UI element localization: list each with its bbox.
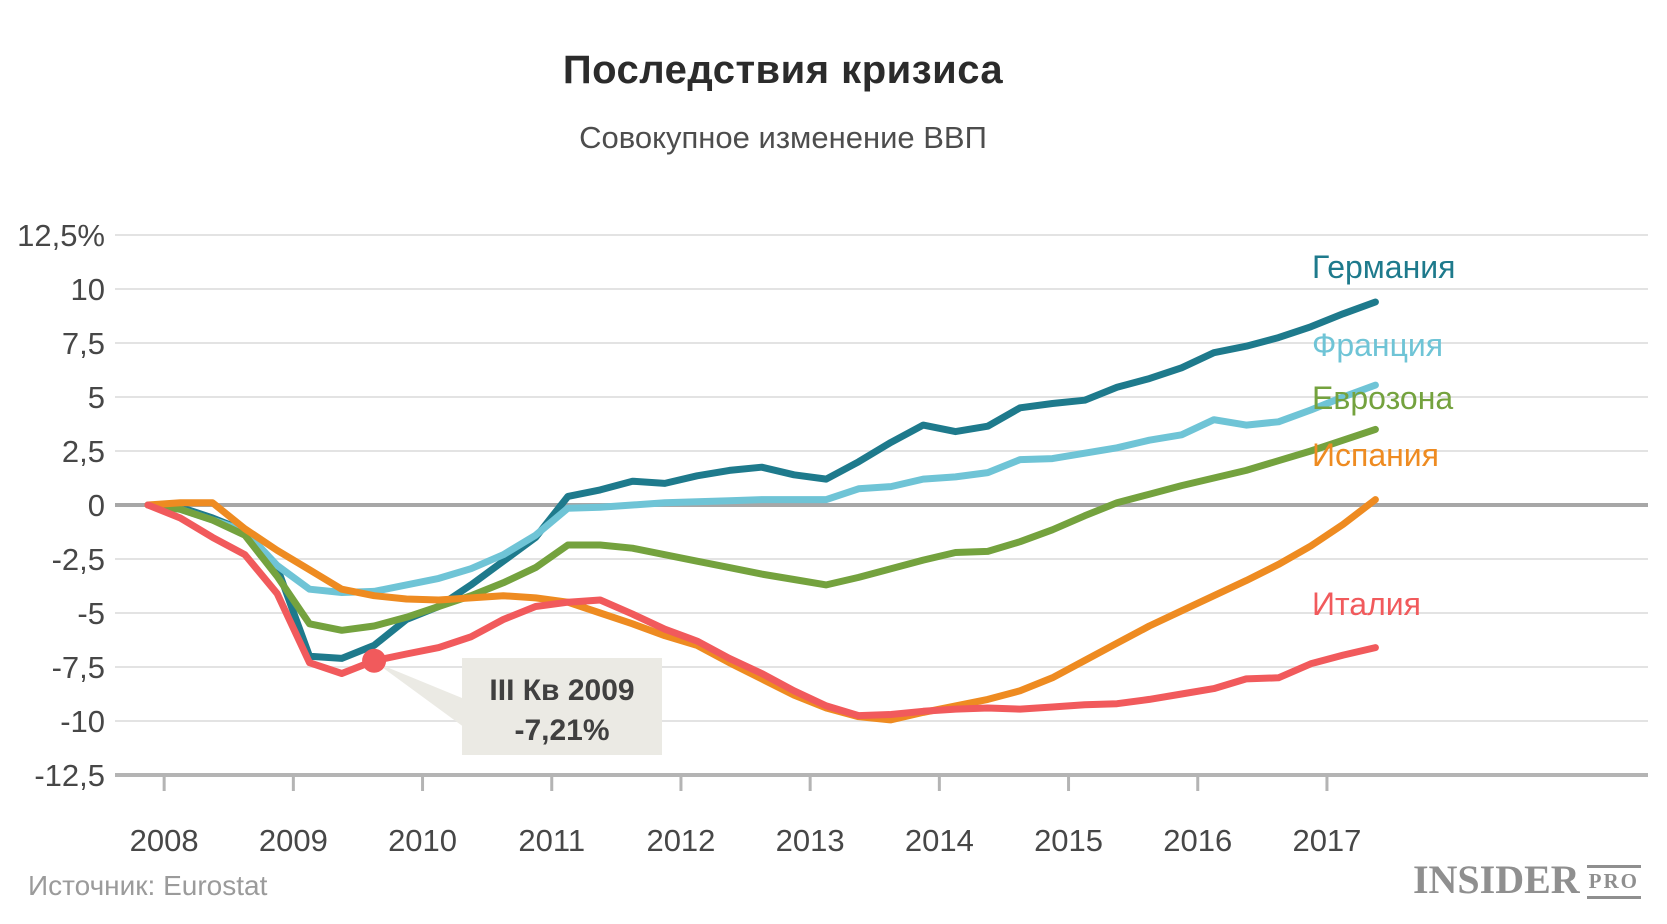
x-axis-label: 2009 <box>259 823 328 858</box>
y-axis-label: 10 <box>71 272 105 307</box>
legend-label-france: Франция <box>1312 327 1443 363</box>
y-axis-label: 0 <box>88 488 105 523</box>
annotation-callout-box <box>462 658 662 755</box>
legend-label-italy: Италия <box>1312 586 1421 622</box>
x-axis-label: 2011 <box>518 823 585 858</box>
series-line-italy <box>144 501 1379 720</box>
legend-label-germany: Германия <box>1312 249 1455 285</box>
y-axis-label: -10 <box>60 704 105 739</box>
x-axis-label: 2014 <box>905 823 974 858</box>
series-line-spain <box>144 496 1379 724</box>
logo-pro-badge: PRO <box>1586 865 1641 899</box>
annotation-text-value: -7,21% <box>514 714 609 747</box>
y-axis-label: 2,5 <box>62 434 105 469</box>
x-axis-label: 2010 <box>388 823 457 858</box>
y-axis-label: 12,5% <box>17 218 105 253</box>
x-axis-label: 2008 <box>130 823 199 858</box>
page-title: Последствия кризиса <box>562 48 1004 92</box>
insiderpro-logo: INSIDER PRO <box>1413 856 1641 904</box>
legend-label-spain: Испания <box>1312 437 1439 473</box>
y-axis-label: -12,5 <box>34 758 105 793</box>
y-axis-label: 5 <box>88 380 105 415</box>
x-axis-label: 2017 <box>1292 823 1361 858</box>
y-axis-label: -5 <box>77 596 105 631</box>
annotation-pointer <box>376 662 502 755</box>
annotation-marker-dot <box>362 648 387 673</box>
x-axis-label: 2012 <box>646 823 715 858</box>
x-axis-label: 2015 <box>1034 823 1103 858</box>
source-note: Источник: Eurostat <box>28 870 268 901</box>
legend-label-eurozone: Еврозона <box>1312 380 1453 416</box>
series-line-eurozone <box>144 425 1379 634</box>
y-axis-label: 7,5 <box>62 326 105 361</box>
y-axis-label: -2,5 <box>52 542 105 577</box>
logo-insider-text: INSIDER <box>1412 857 1580 902</box>
x-axis-label: 2016 <box>1163 823 1232 858</box>
x-axis-label: 2013 <box>776 823 845 858</box>
annotation-text-quarter: III Кв 2009 <box>489 674 634 707</box>
series-line-germany <box>144 298 1379 662</box>
page-subtitle: Совокупное изменение ВВП <box>579 120 987 155</box>
y-axis-label: -7,5 <box>52 650 105 685</box>
series-line-france <box>144 381 1379 596</box>
